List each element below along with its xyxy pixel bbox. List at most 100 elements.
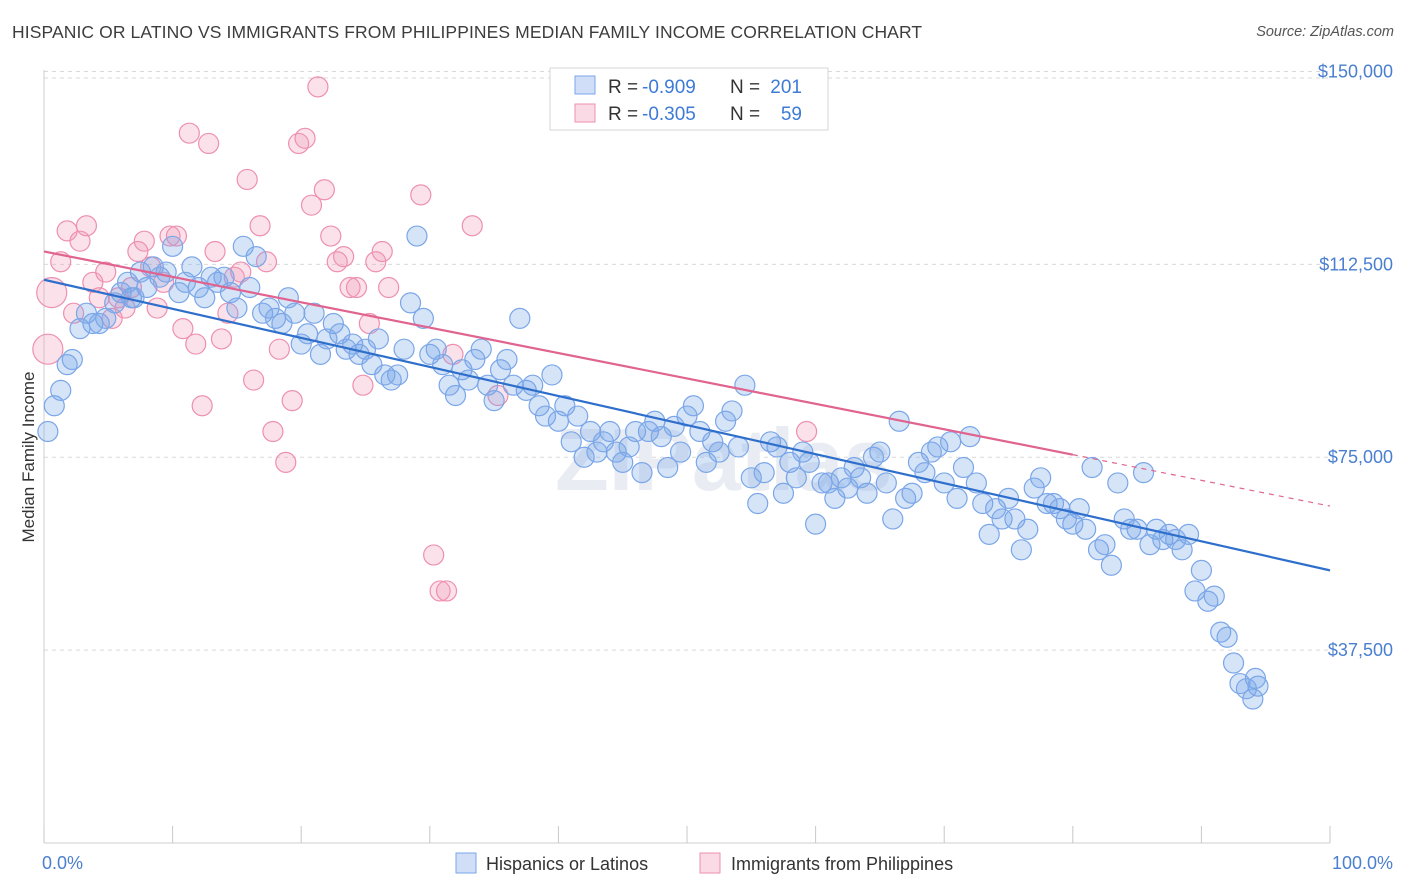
pink-point-25 <box>198 132 220 155</box>
blue-point-92 <box>631 462 653 484</box>
blue-point-62 <box>438 374 460 396</box>
pink-point-56 <box>429 580 451 602</box>
trend-lines <box>43 250 1331 572</box>
legend-r-value-2: -0.305 <box>642 104 696 125</box>
x-ticks <box>43 826 1331 843</box>
blue-point-162 <box>1081 456 1103 479</box>
blue-point-148 <box>991 508 1013 530</box>
blue-point-152 <box>1017 518 1039 540</box>
blue-point-130 <box>875 472 897 494</box>
blue-point-77 <box>534 405 557 427</box>
blue-point-57 <box>406 225 428 247</box>
pink-point-14 <box>127 240 149 263</box>
blue-point-111 <box>753 462 775 484</box>
blue-point-20 <box>168 282 190 304</box>
blue-point-140 <box>940 431 962 453</box>
pink-point-1 <box>36 277 68 309</box>
blue-point-146 <box>978 523 1000 545</box>
blue-point-96 <box>657 456 679 479</box>
y-tick-label-2: $75,000 <box>1328 447 1393 467</box>
series-legend: Hispanics or Latinos Immigrants from Phi… <box>455 852 953 874</box>
pink-point-33 <box>249 215 271 237</box>
pink-point-23 <box>185 333 207 355</box>
pink-point-47 <box>339 276 361 299</box>
pink-point-9 <box>95 261 117 283</box>
blue-point-19 <box>162 235 184 257</box>
blue-point-129 <box>869 441 891 463</box>
blue-point-166 <box>1107 472 1129 494</box>
blue-point-131 <box>882 508 904 530</box>
blue-point-107 <box>727 436 750 458</box>
chart-source: Source: ZipAtlas.com <box>1256 24 1394 40</box>
pink-point-37 <box>275 451 297 473</box>
legend-r-label-1: R = <box>608 77 638 98</box>
blue-point-51 <box>367 328 389 350</box>
blue-point-71 <box>496 348 518 371</box>
blue-series-points <box>37 225 1269 710</box>
blue-point-22 <box>181 256 203 278</box>
bottom-legend-label-blue: Hispanics or Latinos <box>486 854 648 874</box>
pink-point-6 <box>75 215 98 237</box>
blue-point-38 <box>284 302 306 324</box>
pink-point-40 <box>294 127 316 149</box>
blue-point-88 <box>605 441 627 463</box>
legend-n-value-1: 201 <box>770 77 802 98</box>
pink-point-31 <box>236 168 258 191</box>
blue-point-98 <box>669 441 692 463</box>
blue-point-188 <box>1244 667 1267 690</box>
blue-point-127 <box>856 482 878 504</box>
blue-point-55 <box>393 338 415 360</box>
pink-point-27 <box>210 328 233 350</box>
blue-point-181 <box>1203 585 1225 607</box>
pink-point-54 <box>410 184 432 206</box>
legend-n-label-1: N = <box>730 77 760 98</box>
legend-swatch-pink <box>574 103 596 123</box>
pink-point-53 <box>378 276 400 299</box>
pink-point-34 <box>255 251 278 273</box>
blue-point-179 <box>1190 559 1213 581</box>
pink-point-19 <box>159 225 181 247</box>
y-axis-label: Median Family Income <box>19 371 38 542</box>
pink-point-48 <box>345 276 368 299</box>
blue-point-116 <box>785 467 807 489</box>
blue-point-83 <box>573 446 595 468</box>
pink-point-15 <box>133 230 155 252</box>
pink-point-22 <box>178 122 200 144</box>
blue-point-32 <box>245 246 267 268</box>
blue-point-189 <box>1247 675 1269 697</box>
blue-point-0 <box>37 420 59 443</box>
pink-point-49 <box>352 374 374 396</box>
blue-point-85 <box>586 441 608 463</box>
blue-trend-line <box>43 278 1331 572</box>
blue-point-109 <box>740 467 762 489</box>
pink-point-35 <box>262 420 284 443</box>
bottom-legend-swatch-blue <box>455 852 477 874</box>
blue-point-58 <box>412 307 434 329</box>
pink-point-32 <box>243 369 265 391</box>
blue-point-63 <box>444 384 467 407</box>
blue-point-54 <box>387 364 409 386</box>
legend-n-value-2: 59 <box>781 104 802 125</box>
blue-point-144 <box>965 472 987 494</box>
pink-point-55 <box>423 544 445 566</box>
blue-point-44 <box>322 312 344 335</box>
blue-point-138 <box>927 436 949 458</box>
blue-point-24 <box>194 287 216 309</box>
blue-point-2 <box>50 379 72 401</box>
bottom-legend-label-pink: Immigrants from Philippines <box>731 854 953 874</box>
y-tick-label-3: $37,500 <box>1328 640 1393 660</box>
blue-point-4 <box>61 348 83 371</box>
pink-point-24 <box>191 395 213 417</box>
blue-point-141 <box>946 487 968 509</box>
blue-point-70 <box>489 359 512 381</box>
pink-point-41 <box>300 194 323 216</box>
blue-point-93 <box>637 420 660 443</box>
pink-point-38 <box>281 390 303 412</box>
blue-point-78 <box>541 364 563 386</box>
blue-point-120 <box>811 472 833 494</box>
correlation-legend: R = -0.909 N = 201 R = -0.305 N = 59 <box>549 67 829 131</box>
pink-point-42 <box>307 76 329 98</box>
blue-point-105 <box>714 410 737 432</box>
blue-point-104 <box>708 441 730 463</box>
